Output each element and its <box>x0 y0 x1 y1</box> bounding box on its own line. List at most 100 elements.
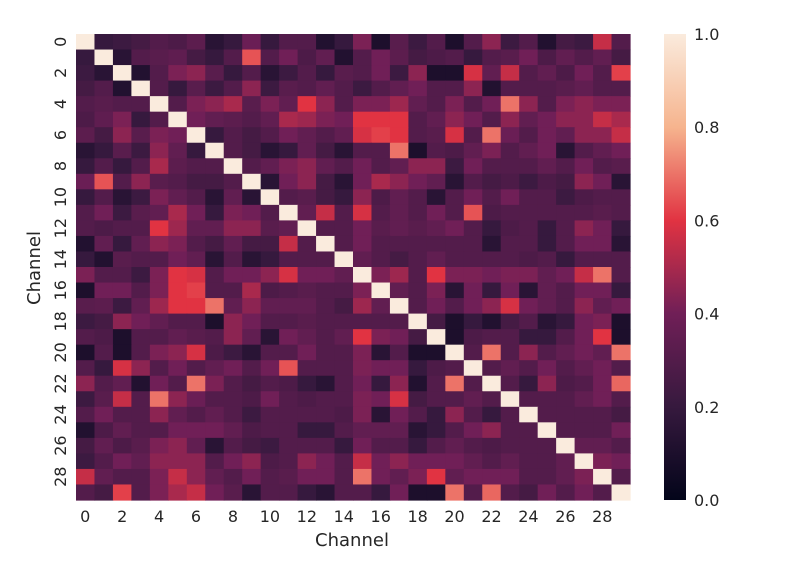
heatmap-cell <box>316 453 336 470</box>
heatmap-cell <box>186 80 206 97</box>
heatmap-cell <box>353 468 373 486</box>
heatmap-cell <box>371 235 391 253</box>
heatmap-cell <box>297 422 317 439</box>
heatmap-cell <box>537 235 557 253</box>
x-tick-label: 24 <box>518 507 538 526</box>
heatmap-cell <box>131 49 151 66</box>
x-tick-label: 28 <box>592 507 612 526</box>
heatmap-cell <box>168 49 188 66</box>
heatmap-cell <box>168 267 188 284</box>
heatmap-cell <box>445 468 465 486</box>
heatmap-cell <box>445 329 465 346</box>
heatmap-cell <box>205 329 225 346</box>
heatmap-cell <box>168 453 188 470</box>
heatmap-cell <box>463 267 483 284</box>
heatmap-cell <box>371 391 391 408</box>
heatmap-cell <box>389 282 409 299</box>
heatmap-cell <box>260 484 280 501</box>
heatmap-cell <box>186 298 206 315</box>
heatmap-cell <box>76 422 96 439</box>
heatmap-cell <box>445 158 465 175</box>
heatmap-cell <box>593 127 613 144</box>
heatmap-cell <box>297 111 317 128</box>
heatmap-cell <box>205 80 225 97</box>
heatmap-cell <box>76 49 96 66</box>
heatmap-cell <box>482 251 502 268</box>
heatmap-cell <box>242 422 262 439</box>
heatmap-cell <box>242 468 262 486</box>
heatmap-cell <box>371 282 391 299</box>
heatmap-cell <box>186 329 206 346</box>
heatmap-cell <box>408 391 428 408</box>
heatmap-cell <box>205 468 225 486</box>
heatmap-cell <box>445 406 465 423</box>
heatmap-cell <box>260 267 280 284</box>
y-tick-label: 28 <box>51 467 70 487</box>
heatmap-cell <box>389 313 409 330</box>
heatmap-cell <box>260 80 280 97</box>
heatmap-cell <box>149 127 169 144</box>
heatmap-cell <box>131 204 151 221</box>
heatmap-cell <box>408 49 428 66</box>
heatmap-cell <box>408 468 428 486</box>
heatmap-cell <box>445 111 465 128</box>
heatmap-cell <box>389 142 409 159</box>
heatmap-cell <box>353 235 373 253</box>
heatmap-cell <box>297 34 317 51</box>
heatmap-cell <box>76 344 96 361</box>
heatmap-cell <box>205 267 225 284</box>
heatmap-cell <box>426 453 446 470</box>
heatmap-cell <box>297 313 317 330</box>
heatmap-cell <box>408 80 428 97</box>
heatmap-cell <box>611 391 631 408</box>
heatmap-cell <box>463 158 483 175</box>
heatmap-cell <box>371 313 391 330</box>
heatmap-cell <box>556 173 576 190</box>
heatmap-cell <box>574 313 594 330</box>
heatmap-cell <box>353 437 373 454</box>
heatmap-cell <box>556 111 576 128</box>
heatmap-cell <box>426 360 446 377</box>
heatmap-cell <box>279 65 299 82</box>
heatmap-cell <box>556 127 576 144</box>
heatmap-cell <box>297 158 317 175</box>
heatmap-cell <box>223 251 243 268</box>
heatmap-cell <box>611 267 631 284</box>
y-tick-label: 12 <box>51 218 70 238</box>
heatmap-cell <box>205 173 225 190</box>
heatmap-cell <box>500 267 520 284</box>
heatmap-cell <box>556 406 576 423</box>
heatmap-cell <box>389 298 409 315</box>
heatmap-cell <box>574 422 594 439</box>
heatmap-cell <box>279 484 299 501</box>
heatmap-cell <box>371 298 391 315</box>
heatmap-cell <box>408 375 428 392</box>
heatmap-cell <box>168 204 188 221</box>
heatmap-cell <box>556 329 576 346</box>
heatmap-cell <box>76 204 96 221</box>
heatmap-cell <box>186 406 206 423</box>
heatmap-cell <box>131 360 151 377</box>
heatmap-cell <box>482 267 502 284</box>
heatmap-cell <box>279 235 299 253</box>
heatmap-cell <box>537 313 557 330</box>
heatmap-cell <box>537 80 557 97</box>
heatmap-cell <box>482 282 502 299</box>
heatmap-cell <box>519 189 539 206</box>
heatmap-cell <box>223 298 243 315</box>
heatmap-cell <box>186 313 206 330</box>
heatmap-cell <box>611 375 631 392</box>
heatmap-cell <box>574 360 594 377</box>
heatmap-cell <box>131 158 151 175</box>
colorbar-ticks: 0.0 0.2 0.4 0.6 0.8 1.0 <box>694 25 719 510</box>
heatmap-cell <box>316 391 336 408</box>
heatmap-cell <box>556 204 576 221</box>
heatmap-cell <box>537 453 557 470</box>
y-tick-label: 24 <box>51 404 70 424</box>
heatmap-cell <box>371 80 391 97</box>
heatmap-cell <box>611 173 631 190</box>
heatmap-cell <box>297 65 317 82</box>
heatmap-cell <box>297 282 317 299</box>
heatmap-cell <box>389 406 409 423</box>
